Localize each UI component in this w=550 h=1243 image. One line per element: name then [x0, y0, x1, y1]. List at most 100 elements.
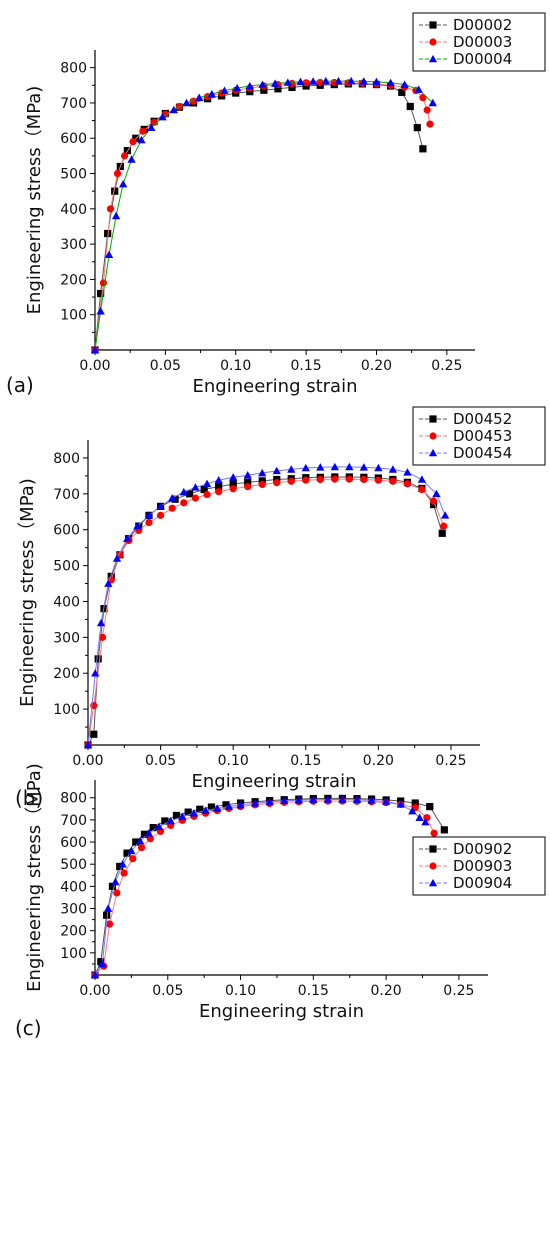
data-point-D00004 — [169, 105, 178, 114]
data-point-D00454 — [191, 483, 200, 491]
data-point-D00904 — [144, 829, 153, 837]
data-point-D00903 — [137, 843, 146, 852]
data-point-D00003 — [423, 106, 431, 114]
data-point-D00904 — [189, 809, 199, 817]
data-point-D00903 — [430, 829, 438, 837]
y-tick-label: 700 — [53, 487, 80, 503]
series-line-D00002 — [94, 83, 424, 351]
data-point-D00454 — [229, 473, 238, 481]
x-tick-label: 0.15 — [298, 983, 329, 999]
data-point-D00454 — [214, 476, 223, 484]
x-tick-label: 0.00 — [79, 983, 110, 999]
data-point-D00453 — [215, 488, 223, 496]
data-point-D00004 — [414, 85, 423, 93]
x-tick-label: 0.15 — [290, 753, 321, 769]
x-axis-label: Engineering strain — [193, 376, 358, 397]
data-point-D00454 — [202, 479, 212, 488]
legend-label: D00903 — [453, 857, 512, 875]
y-tick-label: 300 — [60, 237, 87, 253]
y-tick-label: 200 — [60, 272, 87, 288]
y-tick-label: 600 — [53, 523, 80, 539]
data-point-D00003 — [419, 94, 427, 102]
data-point-D00003 — [150, 118, 158, 126]
data-point-D00904 — [309, 795, 318, 804]
data-point-D00453 — [180, 499, 188, 507]
series-line-D00453 — [87, 478, 445, 746]
data-point-D00453 — [203, 490, 211, 499]
data-point-D00902 — [161, 817, 169, 825]
data-point-D00902 — [172, 811, 181, 820]
data-point-D00003 — [106, 205, 115, 213]
y-tick-label: 100 — [53, 702, 80, 718]
y-tick-label: 700 — [60, 813, 87, 829]
y-tick-label: 700 — [60, 96, 87, 112]
data-point-D00454 — [272, 466, 281, 475]
data-point-D00902 — [149, 824, 157, 832]
data-point-D00453 — [273, 479, 281, 487]
legend-marker — [428, 878, 438, 887]
y-tick-label: 100 — [60, 308, 87, 324]
data-point-D00904 — [396, 800, 405, 808]
data-point-D00454 — [258, 468, 267, 477]
data-point-D00454 — [374, 463, 383, 472]
y-axis-label: Engineering stress（MPa) — [17, 478, 38, 707]
data-point-D00454 — [123, 534, 132, 542]
data-point-D00904 — [250, 799, 260, 807]
legend-marker — [429, 38, 437, 46]
data-point-D00452 — [171, 495, 179, 503]
data-point-D00904 — [201, 806, 210, 814]
y-tick-label: 200 — [53, 666, 80, 682]
series-D00902 — [91, 794, 448, 979]
legend-label: D00902 — [453, 840, 512, 858]
data-point-D00903 — [129, 855, 137, 863]
series-line-D00452 — [87, 476, 443, 746]
x-tick-label: 0.00 — [72, 753, 103, 769]
data-point-D00902 — [103, 911, 111, 919]
data-point-D00454 — [168, 493, 177, 502]
x-tick-label: 0.05 — [150, 358, 181, 374]
data-point-D00004 — [258, 80, 267, 88]
legend-label: D00904 — [453, 874, 512, 892]
data-point-D00902 — [207, 803, 216, 811]
series-line-D00003 — [94, 82, 431, 351]
data-point-D00453 — [258, 480, 266, 489]
data-point-D00904 — [127, 846, 136, 855]
data-point-D00902 — [196, 805, 204, 813]
data-point-D00454 — [243, 471, 252, 479]
data-point-D00004 — [347, 76, 356, 85]
data-point-D00004 — [334, 76, 343, 85]
data-point-D00453 — [374, 476, 382, 484]
legend-marker — [429, 415, 437, 423]
data-point-D00902 — [97, 958, 105, 966]
data-point-D00904 — [178, 812, 187, 820]
data-point-D00902 — [184, 808, 192, 816]
y-tick-label: 400 — [60, 202, 87, 218]
series-line-D00004 — [94, 80, 434, 351]
legend-label: D00003 — [453, 33, 512, 51]
y-tick-label: 300 — [53, 630, 80, 646]
data-point-D00003 — [113, 169, 122, 178]
legend-marker — [429, 862, 437, 870]
data-point-D00004 — [158, 112, 167, 121]
panel-label: (b) — [15, 786, 43, 810]
data-point-D00004 — [137, 135, 146, 144]
x-tick-label: 0.25 — [443, 983, 474, 999]
data-point-D00452 — [200, 485, 208, 494]
data-point-D00004 — [207, 89, 216, 98]
data-point-D00002 — [406, 102, 414, 111]
data-point-D00002 — [111, 187, 119, 195]
data-point-D00452 — [186, 490, 194, 498]
data-point-D00454 — [156, 502, 165, 510]
data-point-D00002 — [419, 145, 427, 153]
y-tick-label: 300 — [60, 902, 87, 918]
data-point-D00904 — [352, 795, 362, 804]
data-point-D00453 — [287, 477, 295, 485]
series-D00004 — [90, 76, 437, 354]
x-tick-label: 0.05 — [145, 753, 176, 769]
y-tick-label: 400 — [60, 879, 87, 895]
data-point-D00004 — [359, 77, 368, 85]
data-point-D00454 — [83, 740, 93, 749]
legend-label: D00452 — [453, 410, 512, 428]
legend-label: D00454 — [453, 444, 512, 462]
chart-panel-3: 0.00 0.05 0.10 0.15 0.20 0.25 100 200 300 400 500 6… — [15, 763, 546, 1040]
